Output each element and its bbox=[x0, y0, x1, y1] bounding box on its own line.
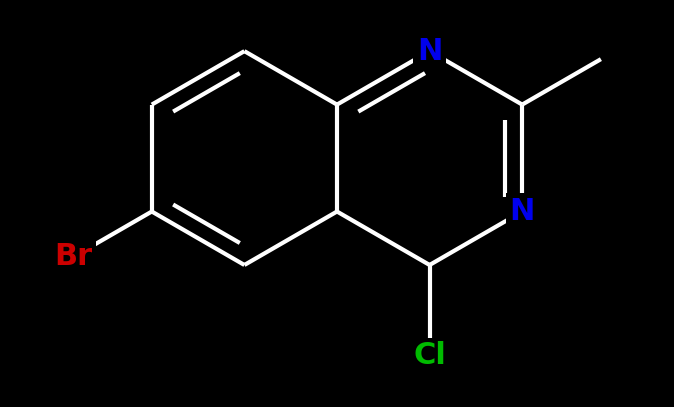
Text: N: N bbox=[417, 37, 442, 66]
Text: Br: Br bbox=[54, 243, 92, 271]
Text: N: N bbox=[510, 197, 535, 226]
Text: Cl: Cl bbox=[413, 341, 446, 370]
